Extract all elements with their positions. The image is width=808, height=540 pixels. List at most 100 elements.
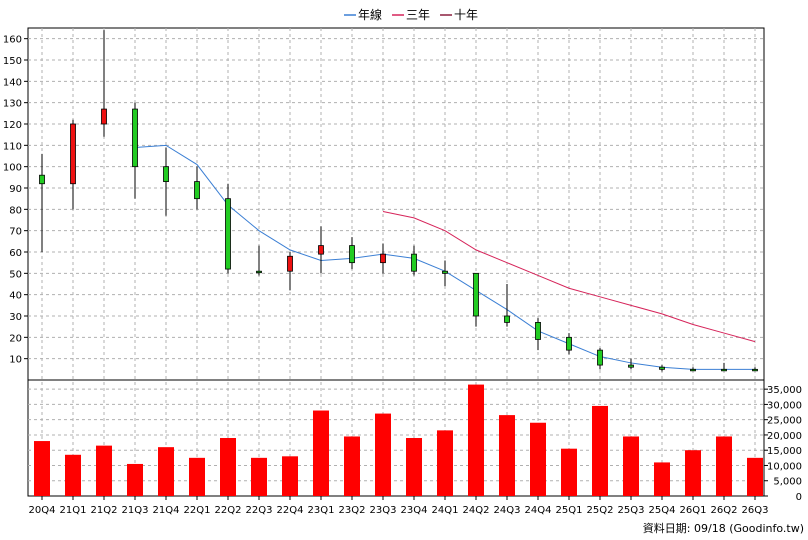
volume-tick-label: 30,000 — [767, 400, 802, 411]
x-tick-label: 23Q2 — [339, 505, 366, 516]
x-tick-label: 26Q1 — [680, 505, 707, 516]
x-tick-label: 22Q3 — [246, 505, 273, 516]
volume-bar — [220, 438, 236, 496]
candle-body — [287, 255, 293, 272]
volume-bar — [747, 457, 763, 496]
series-line-三年 — [382, 210, 756, 343]
legend-label: 十年 — [454, 8, 478, 22]
candle-body — [628, 364, 634, 368]
price-tick-label: 50 — [9, 269, 22, 280]
x-tick-label: 26Q2 — [711, 505, 738, 516]
x-tick-label: 22Q1 — [184, 505, 211, 516]
x-tick-label: 25Q3 — [618, 505, 645, 516]
candle-body — [721, 368, 727, 372]
volume-bar — [530, 422, 546, 496]
volume-panel — [27, 379, 765, 497]
price-tick-label: 40 — [9, 291, 22, 302]
x-tick-label: 24Q4 — [525, 505, 552, 516]
volume-bar — [654, 462, 670, 496]
price-tick-label: 30 — [9, 312, 22, 323]
x-tick-label: 21Q3 — [122, 505, 149, 516]
candle-body — [39, 174, 45, 185]
x-tick-label: 23Q4 — [401, 505, 428, 516]
volume-tick-label: 10,000 — [767, 461, 802, 472]
price-tick-label: 20 — [9, 333, 22, 344]
candlesticks — [39, 30, 758, 372]
x-tick-label: 24Q1 — [432, 505, 459, 516]
price-tick-label: 150 — [3, 56, 22, 67]
volume-bar — [344, 436, 360, 496]
volume-bar — [96, 445, 112, 496]
legend: 年線 三年 十年 — [344, 7, 478, 22]
x-tick-label: 22Q2 — [215, 505, 242, 516]
candle-body — [349, 245, 355, 264]
volume-bar — [375, 413, 391, 496]
candle-body — [566, 336, 572, 351]
volume-tick-label: 20,000 — [767, 431, 802, 442]
volume-tick-label: 5,000 — [773, 477, 802, 488]
candle-body — [163, 166, 169, 183]
price-tick-label: 80 — [9, 205, 22, 216]
price-tick-label: 70 — [9, 227, 22, 238]
footer-note: 資料日期: 09/18 (Goodinfo.tw) — [643, 521, 804, 535]
volume-bar — [592, 405, 608, 496]
x-tick-label: 26Q3 — [742, 505, 769, 516]
x-tick-label: 25Q2 — [587, 505, 614, 516]
candle-body — [225, 198, 231, 270]
candle-body — [411, 253, 417, 272]
candle-body — [473, 272, 479, 317]
candle-body — [132, 108, 138, 168]
candle-body — [101, 108, 107, 125]
x-tick-label: 22Q4 — [277, 505, 304, 516]
volume-bars — [34, 384, 763, 496]
price-tick-label: 10 — [9, 355, 22, 366]
volume-bar — [251, 457, 267, 496]
candle-body — [442, 270, 448, 274]
legend-label: 三年 — [406, 8, 430, 22]
volume-tick-label: 0 — [796, 492, 802, 503]
legend-label: 年線 — [358, 7, 382, 22]
x-tick-label: 24Q2 — [463, 505, 490, 516]
volume-bar — [437, 430, 453, 496]
volume-bar — [189, 457, 205, 496]
candle-body — [256, 270, 262, 274]
candle-body — [318, 245, 324, 255]
candle-body — [504, 315, 510, 323]
volume-bar — [313, 410, 329, 496]
volume-tick-label: 15,000 — [767, 446, 802, 457]
price-tick-label: 160 — [3, 35, 22, 46]
volume-bar — [623, 436, 639, 496]
volume-bar — [716, 436, 732, 496]
volume-bar — [468, 384, 484, 496]
price-tick-label: 100 — [3, 163, 22, 174]
x-tick-label: 21Q2 — [91, 505, 118, 516]
candle-body — [597, 349, 603, 366]
volume-tick-label: 25,000 — [767, 416, 802, 427]
volume-bar — [561, 448, 577, 496]
x-tick-label: 23Q3 — [370, 505, 397, 516]
volume-axis: 0 5,000 10,000 15,000 20,000 25,000 30,000 35,0… — [764, 385, 802, 503]
x-tick-label: 25Q1 — [556, 505, 583, 516]
volume-bar — [499, 415, 515, 496]
volume-bar — [65, 454, 81, 496]
x-tick-label: 25Q4 — [649, 505, 676, 516]
price-tick-label: 110 — [3, 141, 22, 152]
candle-body — [535, 321, 541, 340]
x-tick-label: 23Q1 — [308, 505, 335, 516]
volume-bar — [158, 447, 174, 496]
price-tick-label: 130 — [3, 99, 22, 110]
candle-body — [752, 368, 758, 372]
candle-body — [659, 366, 665, 370]
price-axis: 10 20 30 40 50 60 70 80 90 100 110 120 130 140 150 160 — [3, 35, 28, 366]
x-tick-label: 21Q4 — [153, 505, 180, 516]
price-tick-label: 120 — [3, 120, 22, 131]
x-tick-label: 24Q3 — [494, 505, 521, 516]
volume-bar — [685, 450, 701, 496]
candle-body — [690, 368, 696, 372]
x-tick-label: 21Q1 — [60, 505, 87, 516]
candle-body — [380, 253, 386, 264]
price-tick-label: 60 — [9, 248, 22, 259]
price-panel — [27, 27, 765, 381]
price-tick-label: 90 — [9, 184, 22, 195]
